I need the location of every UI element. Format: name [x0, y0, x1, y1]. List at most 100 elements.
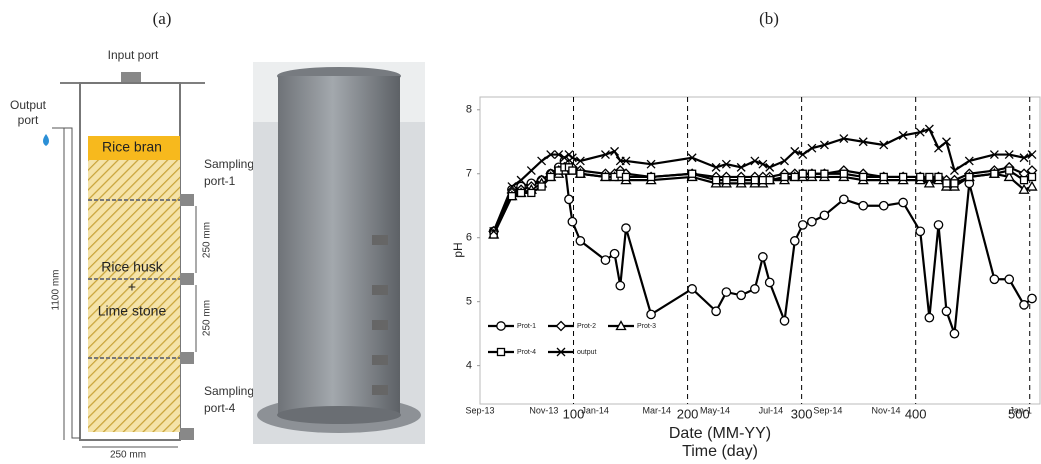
- marker: [711, 175, 721, 185]
- marker: [942, 137, 951, 147]
- x2-tick-label: Sep-14: [813, 405, 842, 415]
- panel-label: (b): [759, 9, 779, 28]
- marker: [737, 175, 746, 185]
- marker: [537, 156, 547, 166]
- marker: [965, 172, 974, 182]
- x2-tick-label: Jan-1: [1009, 405, 1032, 415]
- marker: [526, 166, 536, 176]
- marker: [765, 162, 775, 172]
- x-axis-title: Date (MM-YY): [669, 425, 771, 442]
- marker: [765, 175, 774, 185]
- marker: [941, 306, 952, 317]
- marker: [568, 166, 577, 175]
- label: Rice bran: [102, 139, 162, 155]
- marker: [555, 320, 567, 332]
- x-axis-title: Time (day): [682, 443, 758, 460]
- x2-tick-label: Sep-13: [465, 405, 494, 415]
- marker: [601, 172, 610, 182]
- marker: [1019, 300, 1029, 310]
- label: Sampling: [204, 157, 254, 171]
- label: Input port: [108, 48, 159, 62]
- marker: [610, 146, 620, 156]
- marker: [798, 169, 807, 178]
- marker: [687, 169, 697, 178]
- marker: [576, 169, 585, 178]
- marker: [950, 166, 959, 176]
- marker: [496, 347, 506, 357]
- marker: [567, 153, 577, 163]
- x-tick-label: 300: [791, 406, 813, 421]
- x2-tick-label: Mar-14: [643, 405, 672, 415]
- marker: [934, 143, 943, 153]
- marker: [924, 124, 934, 134]
- marker: [779, 316, 790, 326]
- marker: [1018, 183, 1030, 194]
- y-tick-label: 4: [466, 360, 472, 372]
- marker: [546, 150, 556, 160]
- y-tick-label: 5: [466, 296, 472, 308]
- marker: [646, 309, 656, 320]
- marker: [516, 175, 526, 185]
- marker: [711, 306, 721, 317]
- marker: [1027, 172, 1037, 182]
- label: Sampling: [204, 384, 254, 398]
- marker: [924, 312, 935, 323]
- marker: [964, 156, 974, 166]
- marker: [621, 172, 631, 182]
- marker: [758, 252, 768, 262]
- label: Output: [10, 98, 47, 112]
- plot-area: [479, 96, 1041, 405]
- marker: [489, 226, 499, 236]
- x-tick-label: 200: [677, 406, 699, 421]
- marker: [820, 169, 829, 178]
- marker: [879, 140, 889, 150]
- marker: [527, 188, 536, 198]
- marker: [858, 137, 868, 147]
- marker: [721, 159, 731, 169]
- x2-tick-label: May-14: [700, 405, 730, 415]
- marker: [898, 172, 908, 182]
- marker: [758, 159, 768, 169]
- marker: [507, 191, 517, 201]
- marker: [798, 150, 808, 160]
- x-tick-label: 100: [563, 406, 585, 421]
- marker: [819, 210, 830, 221]
- marker: [838, 194, 849, 205]
- marker: [1004, 150, 1014, 160]
- marker: [722, 175, 731, 185]
- label: +: [128, 279, 136, 295]
- legend-label: Prot-2: [577, 323, 596, 330]
- x-tick-label: 500: [1008, 406, 1030, 421]
- marker: [600, 255, 611, 265]
- legend-label: Prot-3: [637, 323, 656, 330]
- marker: [646, 159, 656, 169]
- marker: [496, 321, 506, 331]
- marker: [934, 172, 943, 182]
- marker: [564, 194, 574, 205]
- marker: [989, 274, 1000, 285]
- marker: [615, 320, 627, 331]
- marker: [807, 216, 817, 227]
- marker: [1019, 153, 1029, 163]
- y-tick-label: 8: [466, 104, 472, 116]
- marker: [546, 172, 555, 182]
- marker: [567, 216, 578, 227]
- marker: [1003, 171, 1015, 182]
- marker: [575, 156, 585, 166]
- marker: [990, 169, 999, 178]
- marker: [750, 156, 760, 166]
- x2-tick-label: Nov-14: [872, 405, 901, 415]
- x2-tick-label: Jul-14: [759, 405, 784, 415]
- marker: [758, 175, 768, 185]
- marker: [687, 284, 697, 294]
- label: port: [18, 113, 39, 127]
- chart: 4 5 6 7 8 100 200 300 400 500 Sep-13 Nov-13 Jan-14 Ma…: [465, 97, 1038, 421]
- marker: [750, 284, 760, 294]
- marker: [858, 200, 869, 211]
- legend-label: Prot-4: [517, 349, 536, 356]
- label: 250 mm: [202, 300, 213, 336]
- marker: [687, 153, 697, 163]
- marker: [898, 130, 908, 140]
- marker: [790, 172, 799, 182]
